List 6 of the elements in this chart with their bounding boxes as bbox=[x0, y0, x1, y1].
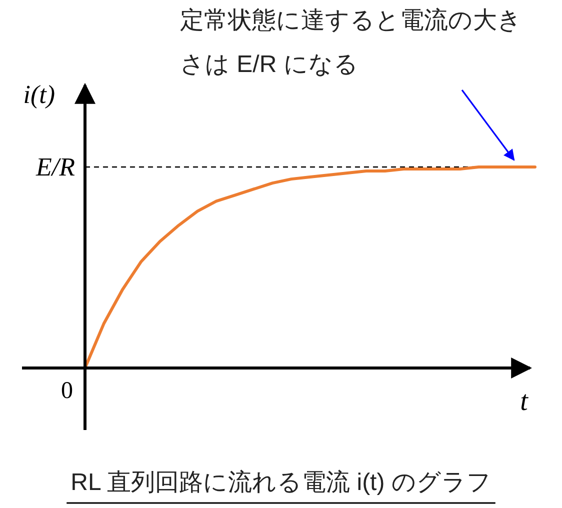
text: RL 直列回路に流れる電流 i(t) のグラフ bbox=[70, 469, 492, 496]
ref-line-label: E/R bbox=[35, 152, 76, 182]
text: 定常状態に達すると電流の大きさは E/R になる bbox=[180, 7, 522, 78]
x-axis-title: t bbox=[520, 386, 530, 417]
y-axis-title: i(t) bbox=[23, 80, 55, 109]
text: 0 bbox=[61, 378, 73, 404]
